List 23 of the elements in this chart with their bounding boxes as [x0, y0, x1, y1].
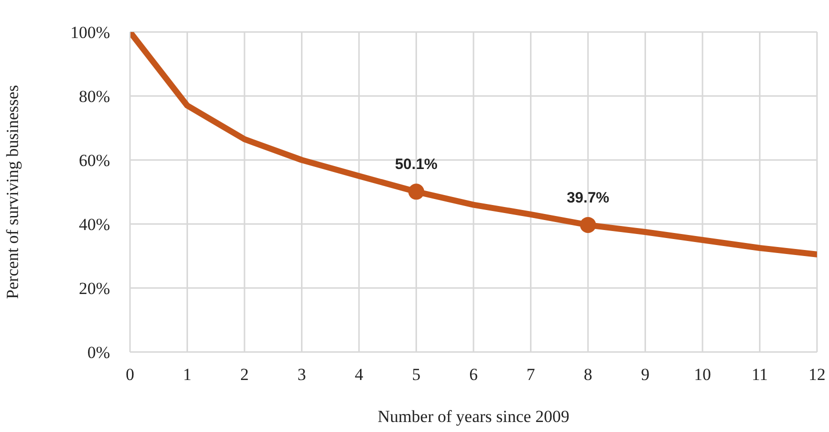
y-tick-label: 20% [78, 279, 110, 298]
x-tick-label: 12 [808, 365, 826, 384]
y-tick-label: 0% [87, 343, 110, 362]
y-tick-label: 80% [78, 87, 110, 106]
y-tick-label: 60% [78, 151, 110, 170]
x-tick-label: 2 [240, 365, 249, 384]
x-tick-label: 6 [469, 365, 478, 384]
y-tick-label: 100% [70, 23, 110, 42]
x-tick-label: 7 [526, 365, 536, 384]
x-tick-label: 0 [126, 365, 134, 384]
x-tick-label: 10 [694, 365, 711, 384]
x-tick-label: 8 [584, 365, 592, 384]
data-label: 39.7% [566, 189, 610, 206]
x-axis-title: Number of years since 2009 [378, 407, 570, 426]
x-tick-label: 11 [752, 365, 768, 384]
x-tick-label: 3 [298, 365, 306, 384]
x-tick-label: 5 [412, 365, 420, 384]
y-axis-title: Percent of surviving businesses [3, 85, 22, 299]
x-tick-label: 1 [183, 365, 192, 384]
y-tick-label: 40% [78, 215, 110, 234]
data-label: 50.1% [394, 156, 438, 174]
x-tick-label: 9 [641, 365, 650, 384]
x-tick-label: 4 [354, 365, 364, 384]
